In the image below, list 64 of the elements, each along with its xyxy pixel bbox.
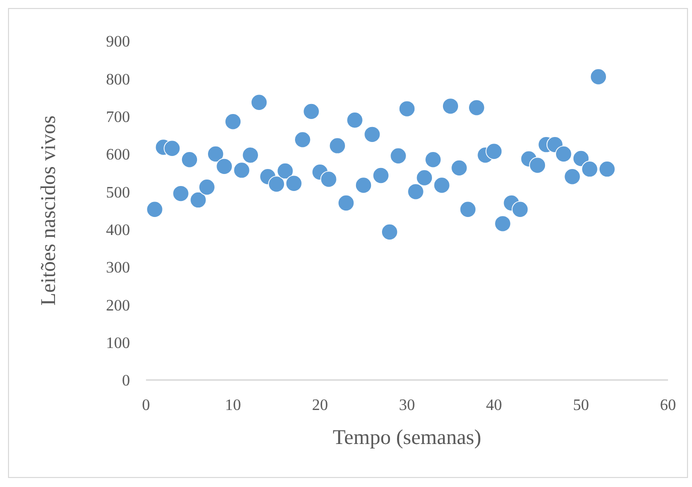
point — [294, 131, 311, 148]
point — [442, 98, 459, 115]
x-tick-label: 40 — [486, 397, 502, 414]
point — [302, 103, 320, 120]
point — [433, 176, 450, 194]
x-tick-label: 20 — [312, 397, 328, 414]
point — [364, 126, 381, 143]
point — [216, 158, 233, 175]
x-tick-label: 10 — [225, 397, 241, 414]
point — [276, 162, 294, 180]
y-tick-label: 400 — [106, 222, 130, 239]
point — [407, 183, 424, 200]
point — [346, 112, 364, 128]
x-tick-label: 0 — [142, 397, 150, 414]
point — [581, 160, 598, 178]
point — [512, 200, 528, 218]
point — [198, 178, 216, 196]
point — [598, 160, 616, 178]
point — [590, 68, 607, 86]
point — [486, 142, 502, 160]
x-tick-label: 50 — [573, 397, 589, 414]
x-tick-label: 60 — [660, 397, 676, 414]
point — [564, 168, 581, 185]
point — [250, 94, 268, 111]
point — [494, 215, 512, 232]
y-tick-label: 100 — [106, 334, 130, 352]
point — [460, 200, 476, 218]
point — [207, 146, 224, 162]
point — [424, 151, 442, 168]
point — [181, 151, 198, 168]
point — [164, 140, 180, 157]
point — [286, 174, 302, 192]
point — [329, 137, 346, 154]
point — [381, 224, 398, 240]
y-tick-label: 0 — [122, 372, 130, 390]
point — [390, 148, 407, 164]
point — [450, 160, 468, 176]
y-tick-label: 900 — [106, 34, 130, 51]
point — [468, 99, 485, 116]
point — [572, 150, 590, 167]
y-tick-label: 700 — [106, 108, 130, 126]
y-axis-title: Leitões nascidos vivos — [36, 115, 60, 306]
x-axis-title: Tempo (semanas) — [332, 425, 482, 449]
point — [555, 146, 572, 162]
point — [372, 167, 390, 184]
x-tick-label: 30 — [399, 397, 415, 414]
point — [233, 162, 250, 179]
point — [320, 170, 338, 188]
point — [172, 185, 190, 202]
y-tick-label: 800 — [106, 71, 130, 88]
point — [355, 176, 372, 194]
point — [224, 113, 242, 130]
point — [398, 100, 416, 118]
point — [268, 176, 285, 193]
y-tick-label: 200 — [106, 297, 130, 314]
point — [190, 192, 207, 208]
point — [338, 194, 354, 212]
point — [146, 200, 164, 218]
y-tick-label: 600 — [106, 146, 130, 164]
point — [242, 146, 259, 164]
y-tick-label: 500 — [106, 184, 130, 202]
point — [416, 169, 433, 186]
point — [529, 156, 546, 174]
y-tick-label: 300 — [106, 260, 130, 277]
